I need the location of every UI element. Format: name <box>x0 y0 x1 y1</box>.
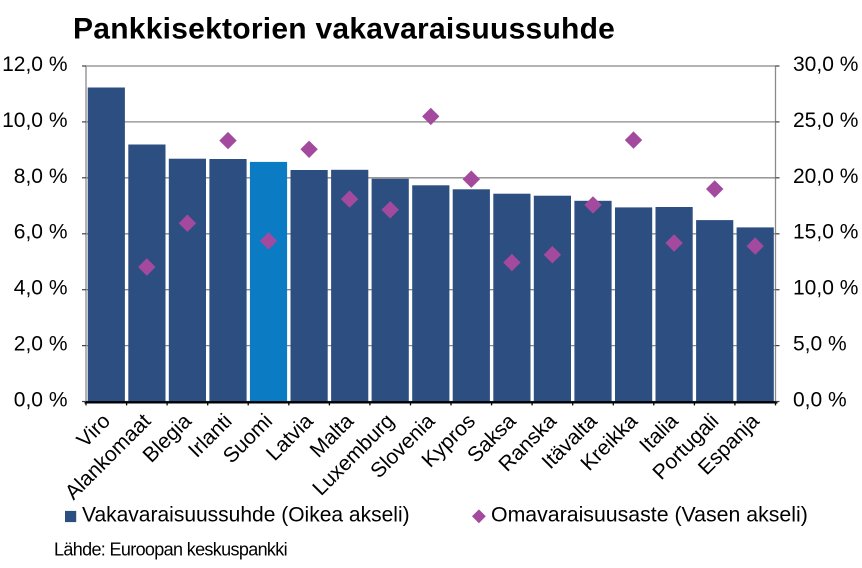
svg-text:Lähde: Euroopan keskuspankki: Lähde: Euroopan keskuspankki <box>54 540 287 560</box>
svg-text:15,0 %: 15,0 % <box>793 221 858 244</box>
svg-text:6,0 %: 6,0 % <box>14 221 68 244</box>
svg-text:Latvia: Latvia <box>262 409 318 465</box>
svg-text:0,0 %: 0,0 % <box>14 389 68 412</box>
svg-text:20,0 %: 20,0 % <box>793 165 858 188</box>
svg-text:Omavaraisuusaste (Vasen akseli: Omavaraisuusaste (Vasen akseli) <box>491 502 808 526</box>
svg-text:2,0 %: 2,0 % <box>14 333 68 356</box>
svg-text:5,0 %: 5,0 % <box>793 333 847 356</box>
svg-text:Vakavaraisuussuhde (Oikea akse: Vakavaraisuussuhde (Oikea akseli) <box>82 503 410 526</box>
svg-text:10,0 %: 10,0 % <box>2 109 67 132</box>
svg-text:4,0 %: 4,0 % <box>14 277 68 300</box>
svg-text:12,0 %: 12,0 % <box>2 53 67 76</box>
svg-text:8,0 %: 8,0 % <box>14 165 68 188</box>
svg-text:30,0 %: 30,0 % <box>793 53 858 76</box>
svg-text:Pankkisektorien vakavaraisuuss: Pankkisektorien vakavaraisuussuhde <box>73 13 615 46</box>
svg-text:0,0 %: 0,0 % <box>793 389 847 412</box>
svg-text:10,0 %: 10,0 % <box>793 277 858 300</box>
svg-text:25,0 %: 25,0 % <box>793 109 858 132</box>
